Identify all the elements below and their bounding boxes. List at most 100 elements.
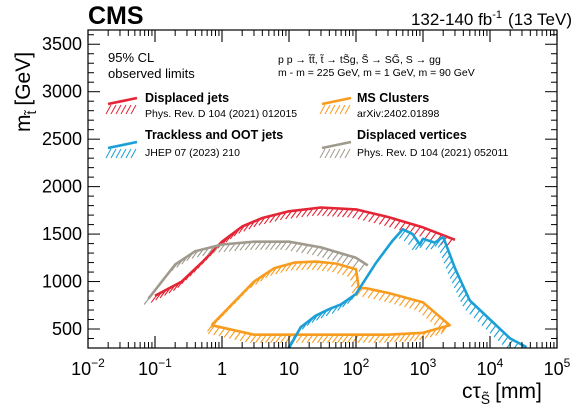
x-tick-label: 103 <box>410 356 437 379</box>
displaced-vertices-hatch-stroke <box>301 244 309 254</box>
displaced-vertices-hatch-stroke <box>280 241 287 251</box>
ms-clusters-hatch-stroke <box>433 316 441 326</box>
ms-clusters-hatch-stroke <box>255 334 262 344</box>
legend-hatch-stroke <box>105 148 112 159</box>
legend-hatch-stroke <box>115 104 122 115</box>
displaced-jets-hatch-stroke <box>429 232 437 241</box>
legend-hatch-ms-clusters <box>319 104 351 115</box>
legend-hatch-stroke <box>344 104 351 115</box>
displaced-vertices-line <box>147 240 369 300</box>
x-tick-label: 104 <box>477 356 504 379</box>
legend-hatch-stroke <box>120 148 127 159</box>
legend-hatch-stroke <box>130 104 137 115</box>
trackless-and-oot-jets-hatch-stroke <box>460 293 468 302</box>
ms-clusters-hatch-stroke <box>306 334 314 344</box>
legend-ref-ms-clusters: arXiv:2402.01898 <box>357 108 439 120</box>
displaced-vertices-hatch-stroke <box>275 241 282 251</box>
legend-hatch-stroke <box>125 148 132 159</box>
displaced-jets-hatch-stroke <box>414 226 421 236</box>
displaced-vertices-hatch-stroke <box>347 256 354 266</box>
ms-clusters-hatch-stroke <box>399 297 406 307</box>
ms-clusters-hatch-stroke <box>218 327 226 337</box>
ms-clusters-hatch-stroke <box>316 261 324 271</box>
legend-line-displaced-jets <box>107 96 138 106</box>
plot-frame <box>87 29 558 349</box>
trackless-and-oot-jets-hatch-stroke <box>419 239 427 249</box>
ms-clusters-hatch-stroke <box>341 266 349 276</box>
displaced-jets-hatch-stroke <box>378 216 386 225</box>
x-tick-label: 10−2 <box>71 356 105 379</box>
ms-clusters-hatch-stroke <box>332 334 339 344</box>
legend-hatch-stroke <box>319 148 326 159</box>
displaced-jets-hatch-stroke <box>327 207 334 217</box>
x-tick-label: 105 <box>544 356 571 379</box>
ms-clusters-hatch-stroke <box>321 262 329 272</box>
legend-entry-displaced-jets: Displaced jets Phys. Rev. D 104 (2021) 0… <box>105 91 297 120</box>
legend-hatch-stroke <box>324 104 331 115</box>
ms-clusters-hatch-stroke <box>355 287 363 297</box>
displaced-jets-hatch-stroke <box>394 220 401 230</box>
ms-clusters-hatch-stroke <box>426 310 433 319</box>
displaced-vertices-hatch-stroke <box>332 252 339 261</box>
trackless-and-oot-jets-hatch-stroke <box>513 342 519 348</box>
trackless-and-oot-jets-hatch-stroke <box>455 284 463 293</box>
y-tick-label: 1000 <box>42 272 82 292</box>
ms-clusters-hatch-stroke <box>378 292 386 301</box>
ms-clusters-hatch <box>207 261 449 344</box>
ms-clusters-hatch-stroke <box>311 334 319 344</box>
legend-label-ms-clusters: MS Clusters <box>357 91 429 105</box>
process-label: p p → t̃t̃, t̃ → tS̃g, S̃ → SG̃, S → gg <box>278 53 441 66</box>
trackless-and-oot-jets-hatch-stroke <box>477 313 485 323</box>
y-tick-label: 500 <box>52 319 82 339</box>
displaced-jets-hatch-stroke <box>424 230 432 239</box>
ms-clusters-hatch-stroke <box>336 265 344 274</box>
ms-clusters-hatch-stroke <box>357 334 365 344</box>
legend-line-trackless-oot-jets <box>107 140 138 150</box>
legend-label-displaced-jets: Displaced jets <box>145 91 229 105</box>
legend-line-displaced-vertices <box>321 140 352 150</box>
ms-clusters-hatch-stroke <box>295 334 303 344</box>
trackless-and-oot-jets-hatch-stroke <box>411 241 419 251</box>
trackless-and-oot-jets-hatch-stroke <box>481 317 489 326</box>
legend-entry-ms-clusters: MS Clusters arXiv:2402.01898 <box>319 91 439 120</box>
ms-clusters-hatch-stroke <box>250 334 257 344</box>
displaced-jets-hatch-stroke <box>332 208 339 217</box>
trackless-and-oot-jets-hatch-stroke <box>473 309 481 319</box>
trackless-and-oot-jets-hatch-stroke <box>521 345 525 348</box>
displaced-vertices-hatch-stroke <box>290 242 298 252</box>
ms-clusters-hatch-stroke <box>234 331 242 341</box>
legend-hatch-stroke <box>324 148 331 159</box>
legend: Displaced jets Phys. Rev. D 104 (2021) 0… <box>105 91 509 159</box>
ms-clusters-hatch-stroke <box>404 298 411 308</box>
legend-hatch-stroke <box>110 104 117 115</box>
x-tick-label: 1 <box>217 359 227 379</box>
trackless-and-oot-jets-hatch-stroke <box>408 236 415 246</box>
trackless-and-oot-jets-hatch-stroke <box>453 279 461 289</box>
ms-clusters-hatch-stroke <box>275 334 282 344</box>
ms-clusters-hatch-stroke <box>362 334 370 344</box>
ms-clusters-hatch-stroke <box>223 329 231 338</box>
trackless-and-oot-jets-hatch-stroke <box>437 239 445 248</box>
legend-hatch-stroke <box>110 148 117 159</box>
ms-clusters-line <box>210 260 451 336</box>
trackless-and-oot-jets-hatch-stroke <box>458 288 465 298</box>
y-tick-label: 3500 <box>42 34 82 54</box>
legend-ref-trackless-oot-jets: JHEP 07 (2023) 210 <box>145 147 240 159</box>
trackless-and-oot-jets-hatch-stroke <box>489 324 497 334</box>
ms-clusters-hatch-stroke <box>384 293 391 302</box>
x-tick-label: 10 <box>279 359 299 379</box>
displaced-jets-hatch-stroke <box>368 213 376 223</box>
trackless-and-oot-jets-hatch-stroke <box>441 249 449 259</box>
y-axis-title: mt̃[GeV] <box>12 52 39 132</box>
ms-clusters-hatch-stroke <box>394 296 401 305</box>
legend-hatch-stroke <box>115 148 122 159</box>
ms-clusters-hatch-stroke <box>331 263 339 273</box>
displaced-vertices-hatch-stroke <box>255 241 262 251</box>
trackless-and-oot-jets-hatch-stroke <box>403 232 411 242</box>
displaced-vertices-hatch-stroke <box>337 253 344 263</box>
legend-hatch-stroke <box>334 104 341 115</box>
luminosity-label: 132-140 fb-1 (13 TeV) <box>411 9 572 29</box>
ms-clusters-hatch-stroke <box>265 334 272 344</box>
ms-clusters-hatch-stroke <box>326 262 334 272</box>
trackless-and-oot-jets-hatch-stroke <box>447 265 455 274</box>
